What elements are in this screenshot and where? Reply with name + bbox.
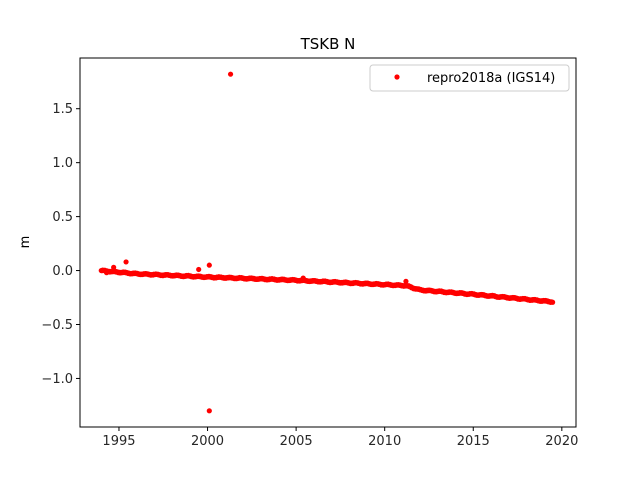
y-tick-label: 1.5 [52,102,73,117]
x-tick-label: 2020 [545,434,578,449]
data-point-outlier [403,278,409,284]
plot-frame [79,57,577,428]
data-point [550,299,556,305]
data-point-outlier [196,266,202,273]
data-point-outlier [206,408,212,414]
x-tick-label: 2000 [191,434,224,449]
x-tick-label: 2005 [280,434,313,449]
y-tick-label: 0.0 [52,264,73,279]
legend-marker [394,74,400,80]
data-point-outlier [227,71,234,77]
x-tick-label: 1995 [102,434,135,449]
y-axis-ticks: −1.0 −0.5 0.0 0.5 1.0 1.5 [41,102,80,387]
y-axis-label: m [18,236,33,249]
data-point-outlier [300,275,306,281]
chart-title: TSKB N [300,35,356,53]
x-tick-label: 2015 [457,434,490,449]
legend: repro2018a (IGS14) [369,64,570,92]
legend-box [369,64,570,92]
data-points [98,71,556,414]
x-tick-label: 2010 [368,434,401,449]
data-point-outlier [111,264,117,270]
x-axis-ticks: 1995 2000 2005 2010 2015 2020 [102,427,578,449]
data-point-outlier [123,259,129,265]
y-tick-label: −0.5 [41,318,73,333]
data-point-outlier [103,270,110,276]
data-point-outlier [206,262,212,268]
y-tick-label: −1.0 [41,372,73,387]
y-tick-label: 1.0 [52,156,73,171]
y-tick-label: 0.5 [52,210,73,225]
legend-label: repro2018a (IGS14) [427,71,555,86]
